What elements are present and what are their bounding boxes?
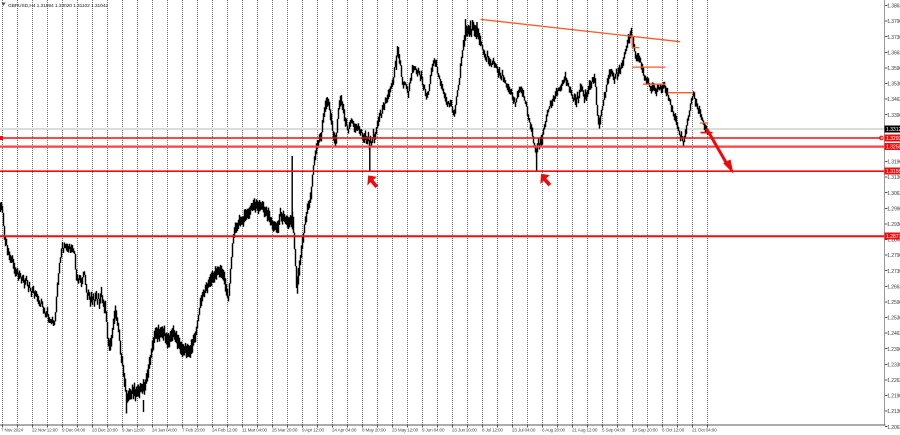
svg-text:1.3312: 1.3312 [886,127,900,133]
svg-text:19 Sep 20:00: 19 Sep 20:00 [632,428,658,433]
svg-text:1.3463: 1.3463 [887,97,900,103]
svg-text:1.2796: 1.2796 [887,253,900,259]
svg-text:1.3530: 1.3530 [887,82,900,88]
svg-text:21 Aug 12:00: 21 Aug 12:00 [572,428,598,433]
svg-text:21 Oct 04:00: 21 Oct 04:00 [692,428,717,433]
svg-text:9 Jun 04:00: 9 Jun 04:00 [422,428,445,433]
svg-text:25 Mar 20:00: 25 Mar 20:00 [272,428,298,433]
svg-text:GBPUSD,H4 1.31894 1.33020 1.3: GBPUSD,H4 1.31894 1.33020 1.31102 1.3104… [8,3,108,9]
svg-text:9 Dec 04:00: 9 Dec 04:00 [62,428,86,433]
svg-text:23 Jun 20:00: 23 Jun 20:00 [452,428,477,433]
svg-text:1.2863: 1.2863 [887,238,900,244]
svg-text:1.2996: 1.2996 [887,206,900,212]
svg-text:1.2930: 1.2930 [887,222,900,228]
svg-text:24 Jan 04:00: 24 Jan 04:00 [152,428,177,433]
svg-text:7 Feb 20:00: 7 Feb 20:00 [182,428,205,433]
svg-text:1.2463: 1.2463 [887,331,900,337]
svg-text:22 Nov 12:00: 22 Nov 12:00 [32,428,58,433]
svg-text:1.2330: 1.2330 [887,362,900,368]
svg-text:1.3663: 1.3663 [887,50,900,56]
svg-text:1.3796: 1.3796 [887,19,900,25]
svg-text:5 Sep 04:00: 5 Sep 04:00 [602,428,626,433]
svg-text:6 Oct 12:00: 6 Oct 12:00 [662,428,685,433]
svg-text:1.3258: 1.3258 [886,145,900,151]
svg-text:23 May 12:00: 23 May 12:00 [392,428,419,433]
svg-text:23 Dec 20:00: 23 Dec 20:00 [92,428,118,433]
svg-text:1.2730: 1.2730 [887,269,900,275]
svg-text:1.2530: 1.2530 [887,316,900,322]
svg-text:1.2663: 1.2663 [887,284,900,290]
svg-text:7 Nov 2024: 7 Nov 2024 [1,428,24,433]
svg-text:1.2130: 1.2130 [887,409,900,415]
svg-text:1.3730: 1.3730 [887,35,900,41]
svg-text:1.2877: 1.2877 [886,234,900,240]
svg-text:1.2196: 1.2196 [887,394,900,400]
svg-text:1.3863: 1.3863 [887,4,900,10]
svg-text:1.3130: 1.3130 [887,175,900,181]
svg-text:1.3155: 1.3155 [886,169,900,175]
svg-text:9 Jan 12:00: 9 Jan 12:00 [122,428,145,433]
svg-text:23 Jul 04:00: 23 Jul 04:00 [512,428,536,433]
svg-text:1.2263: 1.2263 [887,378,900,384]
svg-text:1.3293: 1.3293 [886,136,900,142]
svg-text:1.3063: 1.3063 [887,191,900,197]
svg-text:1.3196: 1.3196 [887,160,900,166]
svg-text:8 May 20:00: 8 May 20:00 [362,428,386,433]
svg-text:1.2063: 1.2063 [887,425,900,431]
svg-text:1.3396: 1.3396 [887,113,900,119]
svg-text:24 Apr 04:00: 24 Apr 04:00 [332,428,357,433]
svg-text:11 Mar 04:00: 11 Mar 04:00 [242,428,268,433]
svg-text:6 Aug 20:00: 6 Aug 20:00 [542,428,565,433]
svg-text:1.3596: 1.3596 [887,66,900,72]
svg-text:24 Feb 12:00: 24 Feb 12:00 [212,428,238,433]
svg-text:9 Apr 12:00: 9 Apr 12:00 [302,428,324,433]
svg-text:1.2596: 1.2596 [887,300,900,306]
svg-text:1.2396: 1.2396 [887,347,900,353]
svg-text:8 Jul 12:00: 8 Jul 12:00 [482,428,503,433]
